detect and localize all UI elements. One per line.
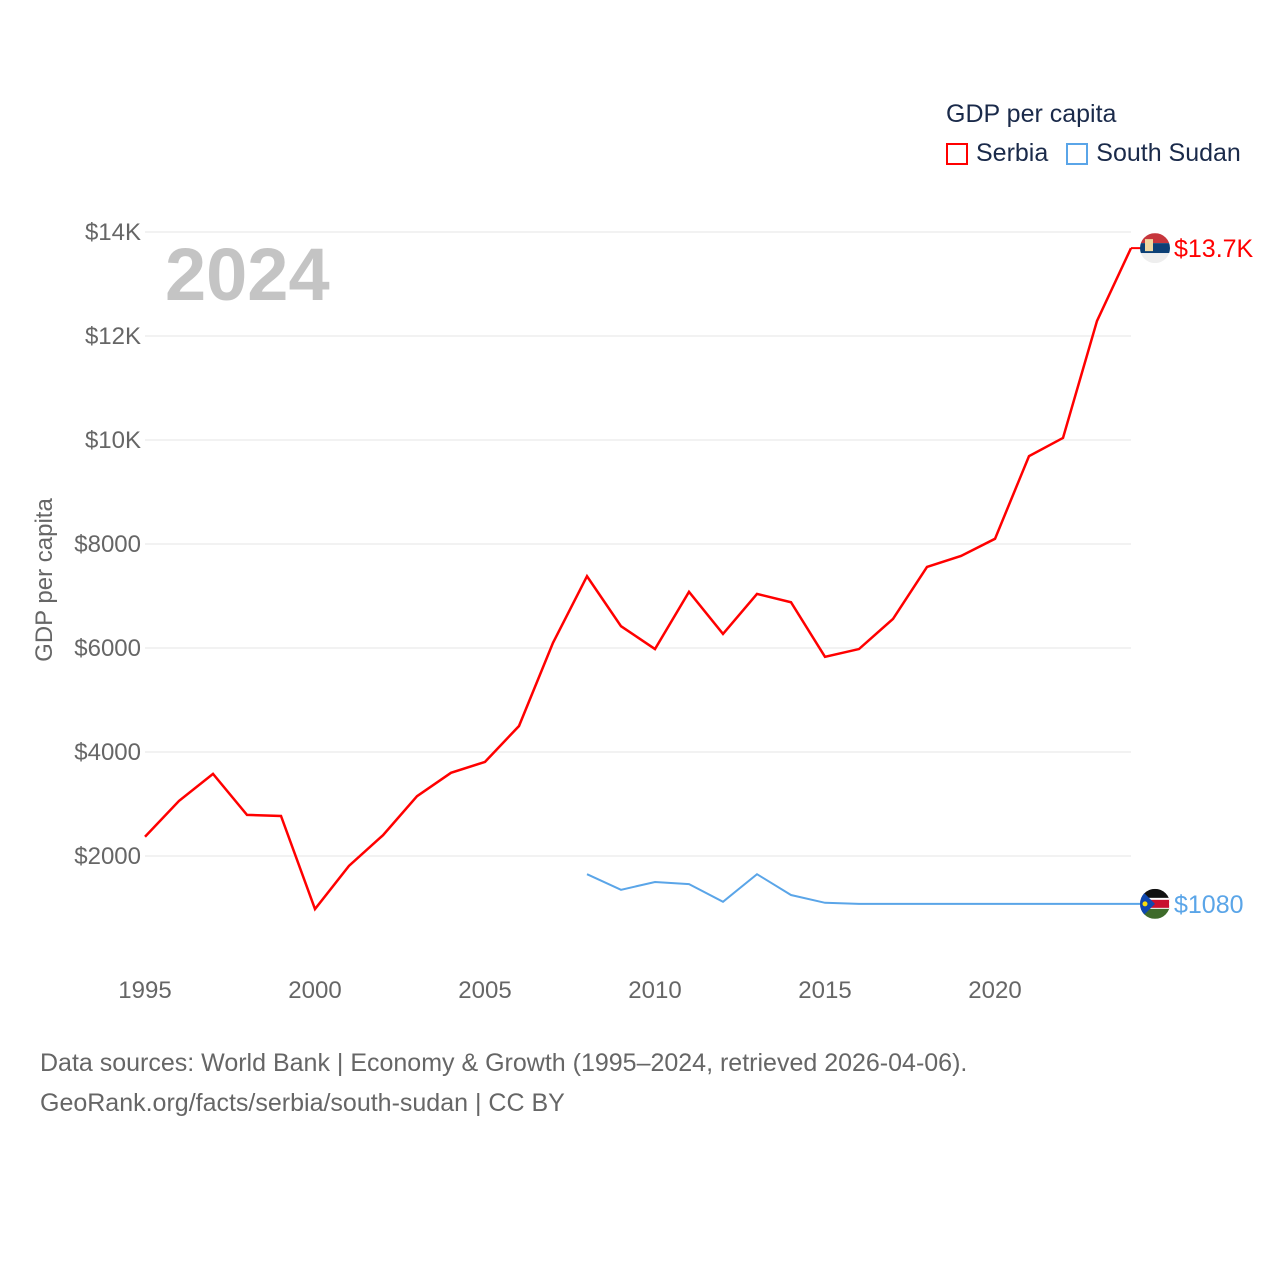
- y-tick-label: $6000: [74, 635, 141, 662]
- y-tick-label: $14K: [85, 219, 141, 246]
- x-tick-label: 2000: [288, 977, 341, 1004]
- year-label: 2024: [165, 233, 330, 316]
- legend-title: GDP per capita: [946, 100, 1117, 128]
- south-sudan-flag-icon: [1140, 888, 1170, 919]
- x-tick-label: 1995: [118, 977, 171, 1004]
- x-tick-label: 2005: [458, 977, 511, 1004]
- x-tick-label: 2015: [798, 977, 851, 1004]
- legend-swatch: [1066, 142, 1089, 165]
- footer: Data sources: World Bank | Economy & Gro…: [40, 1043, 967, 1123]
- series-line-south-sudan: [586, 872, 1131, 905]
- y-axis-title: GDP per capita: [31, 498, 58, 662]
- legend-label: Serbia: [976, 139, 1049, 167]
- source-link[interactable]: GeoRank.org/facts/serbia/south-sudan | C…: [40, 1089, 565, 1117]
- x-tick-label: 2020: [968, 977, 1021, 1004]
- end-value-label: $1080: [1174, 891, 1244, 919]
- legend-swatch: [946, 142, 968, 165]
- y-tick-label: $8000: [74, 531, 141, 558]
- legend-item-south-sudan[interactable]: South Sudan: [1066, 139, 1241, 168]
- series-line-serbia: [144, 247, 1133, 912]
- source-text: Data sources: World Bank | Economy & Gro…: [40, 1049, 968, 1077]
- serbia-flag-icon: [1140, 233, 1170, 264]
- y-tick-label: $12K: [85, 323, 141, 350]
- y-tick-label: $4000: [74, 739, 141, 766]
- y-tick-label: $2000: [74, 843, 141, 870]
- legend-item-serbia[interactable]: Serbia: [946, 139, 1048, 168]
- end-value-label: $13.7K: [1174, 235, 1254, 263]
- legend: GDP per capita Serbia South Sudan: [946, 100, 1259, 168]
- legend-label: South Sudan: [1096, 139, 1241, 167]
- x-tick-label: 2010: [628, 977, 681, 1004]
- y-tick-label: $10K: [85, 427, 141, 454]
